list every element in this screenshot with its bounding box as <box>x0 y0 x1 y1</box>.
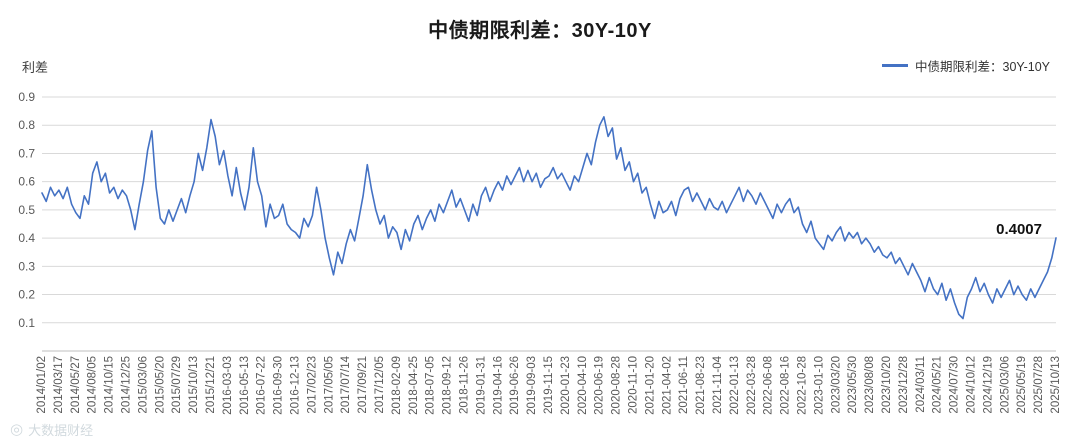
x-tick-label: 2018-11-26 <box>459 356 471 414</box>
x-tick-label: 2022-10-28 <box>797 356 809 415</box>
x-tick-label: 2017/05/05 <box>323 356 335 414</box>
x-tick-label: 2023/05/30 <box>847 356 859 414</box>
x-tick-label: 2020-08-28 <box>611 356 623 415</box>
x-tick-label: 2014/01/02 <box>36 356 48 414</box>
x-tick-label: 2024/12/19 <box>982 356 994 414</box>
x-tick-label: 2016-03-03 <box>222 356 234 415</box>
x-tick-label: 2015/10/13 <box>188 356 200 414</box>
y-tick-label: 0.8 <box>18 118 35 132</box>
legend: 中债期限利差：30Y-10Y <box>882 56 1050 75</box>
x-tick-label: 2021-11-04 <box>712 355 724 414</box>
x-tick-label: 2018-09-12 <box>442 356 454 415</box>
watermark: ◎ 大数据财经 <box>10 420 93 439</box>
x-tick-label: 2023/03/20 <box>830 356 842 414</box>
y-tick-label: 0.9 <box>18 90 35 104</box>
x-tick-label: 2021-08-23 <box>695 356 707 415</box>
x-tick-label: 2019-04-16 <box>492 356 504 415</box>
y-tick-label: 0.4 <box>18 231 35 245</box>
x-tick-label: 2022-01-13 <box>729 356 741 415</box>
x-tick-label: 2018-07-05 <box>425 356 437 415</box>
x-tick-label: 2019-06-26 <box>509 356 521 415</box>
x-tick-label: 2016-12-13 <box>290 356 302 415</box>
y-axis-title: 利差 <box>22 60 49 75</box>
y-tick-label: 0.6 <box>18 175 35 189</box>
y-tick-label: 0.2 <box>18 288 35 302</box>
y-tick-label: 0.1 <box>18 316 35 330</box>
x-tick-label: 2014/08/05 <box>87 356 99 414</box>
x-tick-label: 2025/07/28 <box>1033 356 1045 414</box>
x-tick-label: 2018-02-09 <box>391 356 403 415</box>
x-tick-label: 2020-11-10 <box>628 356 640 414</box>
x-tick-label: 2019-01-31 <box>475 356 487 415</box>
x-tick-label: 2019-11-15 <box>543 356 555 414</box>
x-tick-label: 2015/07/29 <box>171 356 183 414</box>
x-tick-label: 2022-08-16 <box>780 356 792 415</box>
x-tick-label: 2014/05/27 <box>70 356 82 414</box>
x-tick-label: 2017/12/05 <box>374 356 386 414</box>
x-tick-label: 2017/02/23 <box>306 356 318 414</box>
y-tick-label: 0.3 <box>18 259 35 273</box>
x-tick-label: 2014/12/25 <box>121 356 133 414</box>
x-tick-label: 2024/05/21 <box>932 356 944 414</box>
x-tick-label: 2017/07/14 <box>340 355 352 413</box>
x-tick-label: 2023/08/08 <box>864 356 876 414</box>
x-tick-label: 2024/03/11 <box>915 356 927 413</box>
y-tick-label: 0.5 <box>18 203 35 217</box>
x-tick-label: 2021-04-02 <box>661 356 673 415</box>
x-tick-label: 2022-03-28 <box>746 356 758 415</box>
watermark-logo-icon: ◎ <box>10 421 24 438</box>
x-tick-label: 2015/12/21 <box>205 356 217 414</box>
x-tick-label: 2018-04-25 <box>408 356 420 415</box>
x-tick-label: 2021-06-11 <box>678 356 690 414</box>
x-tick-label: 2016-09-30 <box>273 356 285 415</box>
x-tick-label: 2019-09-03 <box>526 356 538 415</box>
x-tick-label: 2023/10/20 <box>881 356 893 414</box>
x-tick-label: 2016-05-13 <box>239 356 251 415</box>
x-tick-label: 2024/10/12 <box>966 356 978 414</box>
x-tick-label: 2025/03/06 <box>999 356 1011 414</box>
x-tick-label: 2015/03/06 <box>137 356 149 414</box>
x-tick-label: 2017/09/21 <box>357 356 369 414</box>
x-tick-label: 2022-06-08 <box>763 356 775 415</box>
x-tick-label: 2021-01-20 <box>644 356 656 415</box>
x-tick-label: 2020-04-10 <box>577 356 589 415</box>
x-tick-label: 2020-06-19 <box>594 356 606 415</box>
x-tick-label: 2023/12/28 <box>898 356 910 414</box>
x-tick-label: 2016-07-22 <box>256 356 268 415</box>
x-tick-label: 2014/03/17 <box>53 356 65 414</box>
x-tick-label: 2015/05/20 <box>154 356 166 414</box>
x-tick-label: 2023-01-10 <box>813 356 825 415</box>
series-line <box>41 116 1057 320</box>
watermark-text: 大数据财经 <box>28 423 94 438</box>
x-tick-label: 2020-01-23 <box>560 356 572 415</box>
x-tick-label: 2024/07/30 <box>949 356 961 414</box>
last-value-annotation: 0.4007 <box>996 221 1042 238</box>
y-tick-label: 0.7 <box>18 146 35 160</box>
chart-title: 中债期限利差：30Y-10Y <box>428 20 652 42</box>
x-tick-label: 2014/10/15 <box>104 356 116 414</box>
legend-series-label: 中债期限利差：30Y-10Y <box>915 60 1050 74</box>
x-tick-label: 2025/05/19 <box>1016 356 1028 414</box>
x-tick-label: 2025/10/13 <box>1050 356 1062 414</box>
legend-line-marker <box>882 64 908 67</box>
